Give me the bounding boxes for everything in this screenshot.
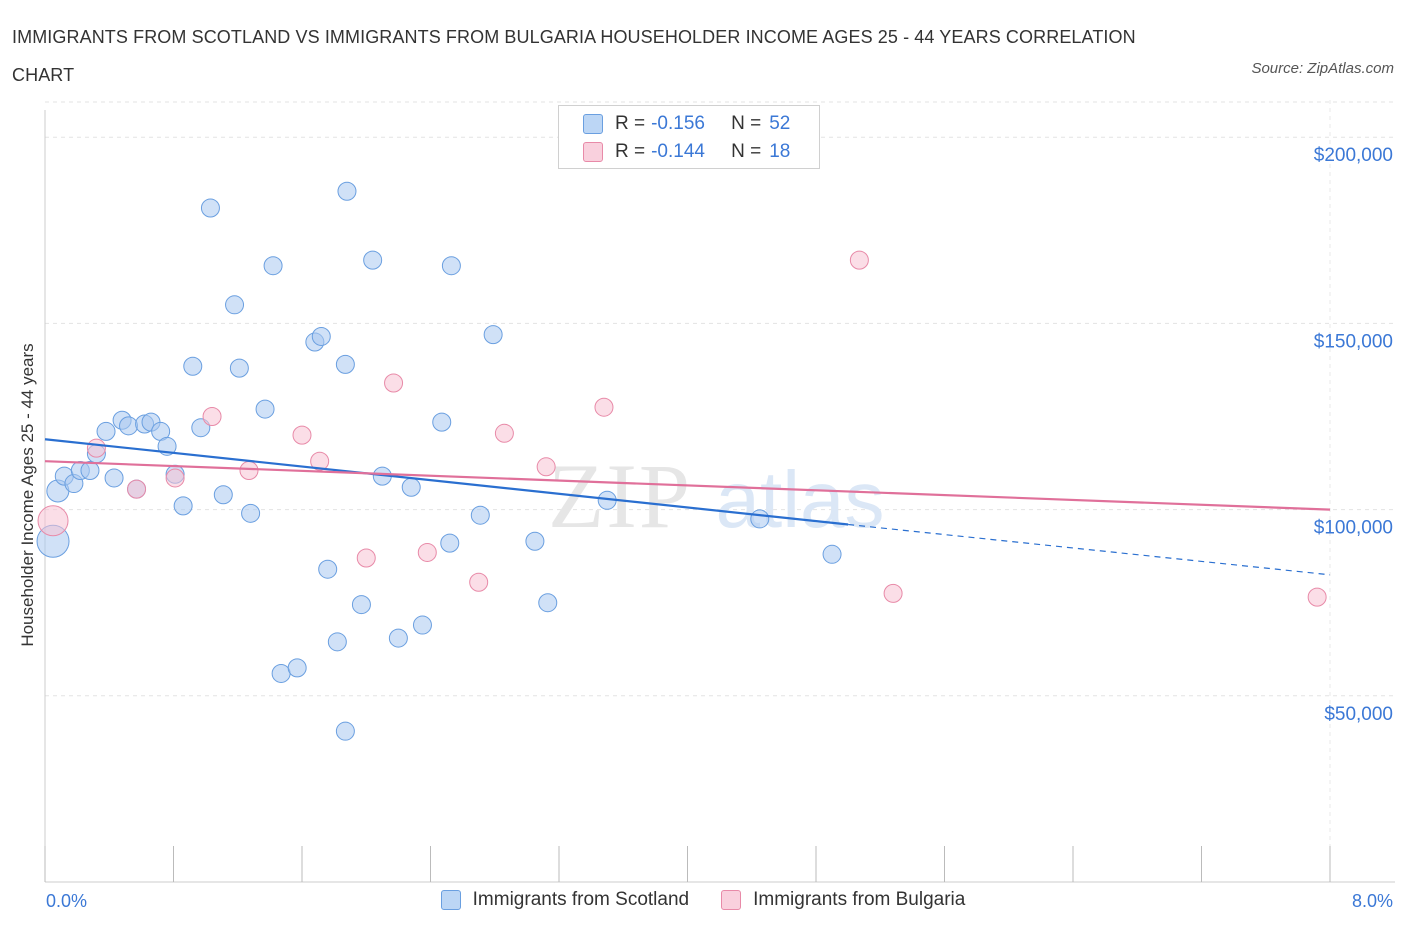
bulgaria-point: [494, 423, 514, 443]
bulgaria-point: [469, 572, 489, 592]
scotland-point: [225, 295, 245, 315]
bulgaria-point: [417, 542, 437, 562]
series-legend-item-scotland[interactable]: Immigrants from Scotland: [440, 889, 690, 911]
legend-r-label: R =: [615, 113, 646, 134]
bulgaria-point: [1307, 587, 1327, 607]
scotland-point: [104, 468, 124, 488]
bulgaria-point: [37, 505, 69, 537]
y-tick-labels: $50,000 $100,000 $150,000 $200,000: [1314, 145, 1393, 725]
trend-lines: [44, 438, 1331, 576]
scotland-point: [351, 595, 371, 615]
scotland-point: [96, 421, 116, 441]
legend-row-bulgaria: R = -0.144 N = 18: [583, 140, 790, 164]
watermark-atlas: atlas: [716, 455, 885, 544]
scotland-point: [80, 461, 100, 481]
scotland-point: [470, 505, 490, 525]
series-legend: Immigrants from Scotland Immigrants from…: [0, 889, 1406, 911]
scotland-point: [335, 354, 355, 374]
y-tick-label: $200,000: [1314, 145, 1393, 166]
scotland-point: [271, 663, 291, 683]
x-tick-label-min: 0.0%: [46, 891, 88, 911]
legend-n-label: N =: [731, 113, 762, 134]
scotland-trend-extension: [848, 523, 1331, 576]
legend-swatch-bulgaria: [583, 142, 603, 162]
correlation-legend: R = -0.156 N = 52 R = -0.144 N = 18: [558, 105, 820, 169]
scotland-point: [432, 412, 452, 432]
scotland-trend-line: [44, 438, 849, 526]
scotland-point: [213, 485, 233, 505]
scotland-point: [287, 658, 307, 678]
legend-r-value-bulgaria: -0.144: [651, 141, 705, 162]
y-tick-label: $50,000: [1324, 704, 1393, 725]
scotland-point: [388, 628, 408, 648]
bulgaria-point: [127, 479, 147, 499]
scotland-point: [750, 509, 770, 529]
bulgaria-point: [594, 397, 614, 417]
bulgaria-point: [202, 407, 222, 427]
scotland-point: [229, 358, 249, 378]
legend-n-label: N =: [731, 141, 762, 162]
grid-lines: [45, 100, 1395, 882]
bulgaria-point: [165, 468, 185, 488]
legend-n-value-scotland: 52: [769, 113, 791, 134]
bulgaria-point: [86, 438, 106, 458]
scotland-point: [440, 533, 460, 553]
scotland-point: [183, 356, 203, 376]
y-tick-label: $100,000: [1314, 518, 1393, 539]
x-tick-label-max: 8.0%: [1351, 891, 1393, 911]
bulgaria-point: [356, 548, 376, 568]
series-legend-label-scotland: Immigrants from Scotland: [472, 889, 690, 910]
scotland-point: [412, 615, 432, 635]
scotland-point: [119, 416, 139, 436]
series-legend-label-bulgaria: Immigrants from Bulgaria: [753, 889, 966, 910]
series-legend-swatch-scotland: [440, 890, 461, 910]
series-legend-item-bulgaria[interactable]: Immigrants from Bulgaria: [721, 889, 965, 911]
legend-n-value-bulgaria: 18: [769, 141, 791, 162]
scotland-point: [335, 721, 355, 741]
data-points: [36, 181, 1327, 741]
scotland-point: [311, 326, 331, 346]
bulgaria-point: [849, 250, 869, 270]
bulgaria-point: [292, 425, 312, 445]
scotland-point: [483, 325, 503, 345]
scotland-point: [337, 181, 357, 201]
legend-row-scotland: R = -0.156 N = 52: [583, 112, 790, 136]
bulgaria-point: [536, 457, 556, 477]
scotland-point: [401, 477, 421, 497]
scotland-point: [200, 198, 220, 218]
legend-r-label: R =: [615, 141, 646, 162]
scotland-point: [318, 559, 338, 579]
bulgaria-point: [384, 373, 404, 393]
bulgaria-point: [239, 461, 259, 481]
scotland-point: [525, 531, 545, 551]
series-legend-swatch-bulgaria: [721, 890, 742, 910]
scotland-point: [441, 256, 461, 276]
scotland-point: [327, 632, 347, 652]
chart-title: IMMIGRANTS FROM SCOTLAND VS IMMIGRANTS F…: [12, 27, 1136, 85]
scotland-point: [822, 544, 842, 564]
scotland-point: [538, 593, 558, 613]
scotland-point: [241, 503, 261, 523]
scotland-point: [255, 399, 275, 419]
scotland-point: [363, 250, 383, 270]
watermark: ZIP atlas: [548, 445, 884, 547]
scotland-point: [263, 256, 283, 276]
axes: [44, 110, 1395, 883]
bulgaria-point: [310, 451, 330, 471]
legend-r-value-scotland: -0.156: [651, 113, 705, 134]
y-tick-label: $150,000: [1314, 331, 1393, 352]
source-label: Source: ZipAtlas.com: [1251, 60, 1394, 77]
bulgaria-trend-line: [44, 460, 1331, 511]
scotland-point: [173, 496, 193, 516]
legend-swatch-scotland: [583, 114, 603, 134]
bulgaria-point: [883, 583, 903, 603]
